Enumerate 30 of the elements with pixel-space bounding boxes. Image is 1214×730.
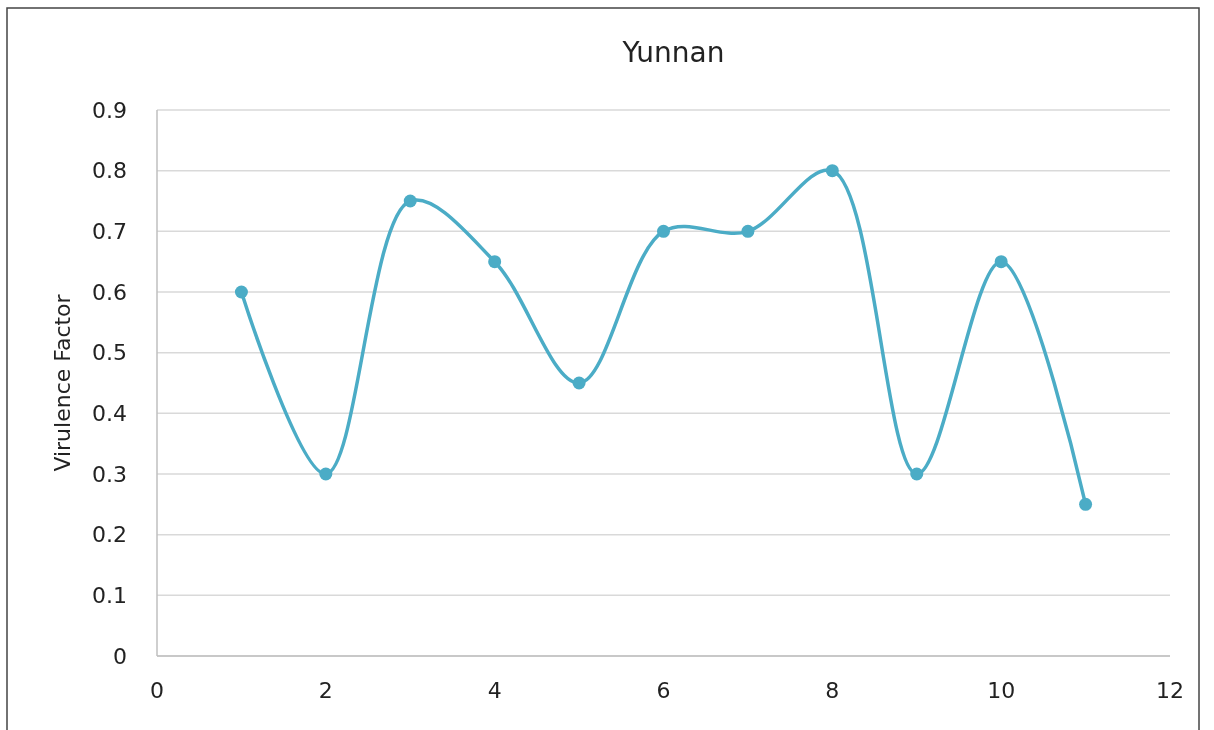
y-tick-label: 0.9 [92, 97, 127, 123]
point [657, 224, 670, 238]
x-tick-label: 0 [150, 678, 164, 703]
x-tick-label: 4 [487, 678, 502, 703]
point [403, 194, 417, 208]
point [234, 285, 248, 299]
point [741, 224, 755, 238]
y-tick-label: 0.8 [92, 158, 127, 184]
y-tick-label: 0.3 [92, 461, 127, 487]
y-axis-title: Virulence Factor [50, 293, 75, 472]
y-tick-label: 0.6 [92, 279, 127, 305]
x-tick-label: 6 [656, 678, 671, 703]
chart-title: Yunnan [621, 36, 725, 69]
point [910, 467, 924, 481]
point [1079, 497, 1093, 511]
x-tick-label: 10 [987, 678, 1016, 703]
point [825, 164, 839, 178]
y-tick-label: 0 [113, 643, 127, 669]
x-tick-label: 8 [825, 678, 840, 703]
x-tick-label: 2 [318, 678, 333, 703]
point [572, 376, 586, 390]
x-tick-label: 12 [1156, 678, 1184, 703]
point [319, 467, 333, 481]
y-tick-label: 0.5 [92, 340, 127, 366]
point [994, 255, 1008, 269]
y-tick-label: 0.1 [92, 583, 127, 609]
y-tick-label: 0.2 [92, 522, 127, 548]
y-tick-label: 0.7 [92, 219, 127, 245]
y-tick-label: 0.4 [92, 401, 127, 427]
point [488, 255, 502, 269]
